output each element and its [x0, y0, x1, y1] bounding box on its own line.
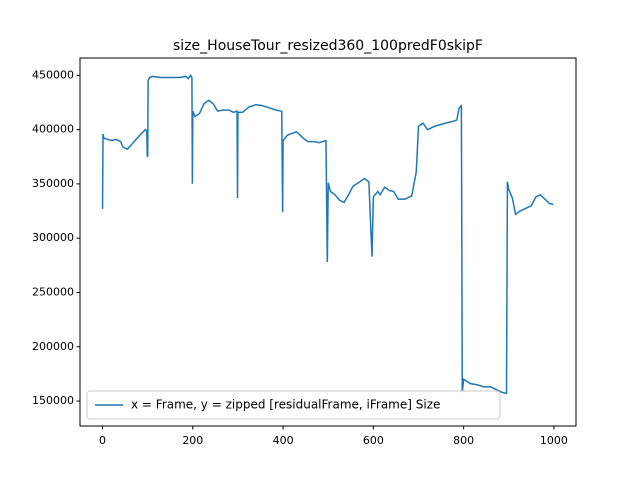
chart-title: size_HouseTour_resized360_100predF0skipF — [173, 38, 483, 54]
y-tick-label: 400000 — [32, 123, 74, 136]
y-tick-label: 200000 — [32, 340, 74, 353]
line-series — [101, 74, 554, 395]
y-tick-label: 350000 — [32, 177, 74, 190]
x-tick-label: 1000 — [540, 434, 568, 447]
x-tick-label: 0 — [99, 434, 106, 447]
x-tick-label: 400 — [273, 434, 294, 447]
legend-label: x = Frame, y = zipped [residualFrame, iF… — [131, 398, 440, 412]
axes-frame — [79, 57, 577, 427]
y-tick-label: 450000 — [32, 68, 74, 81]
y-tick-label: 250000 — [32, 285, 74, 298]
x-tick-label: 600 — [363, 434, 384, 447]
y-tick-label: 150000 — [32, 394, 74, 407]
x-tick-label: 200 — [182, 434, 203, 447]
y-tick-label: 300000 — [32, 231, 74, 244]
legend-box — [86, 390, 501, 420]
x-tick-label: 800 — [453, 434, 474, 447]
